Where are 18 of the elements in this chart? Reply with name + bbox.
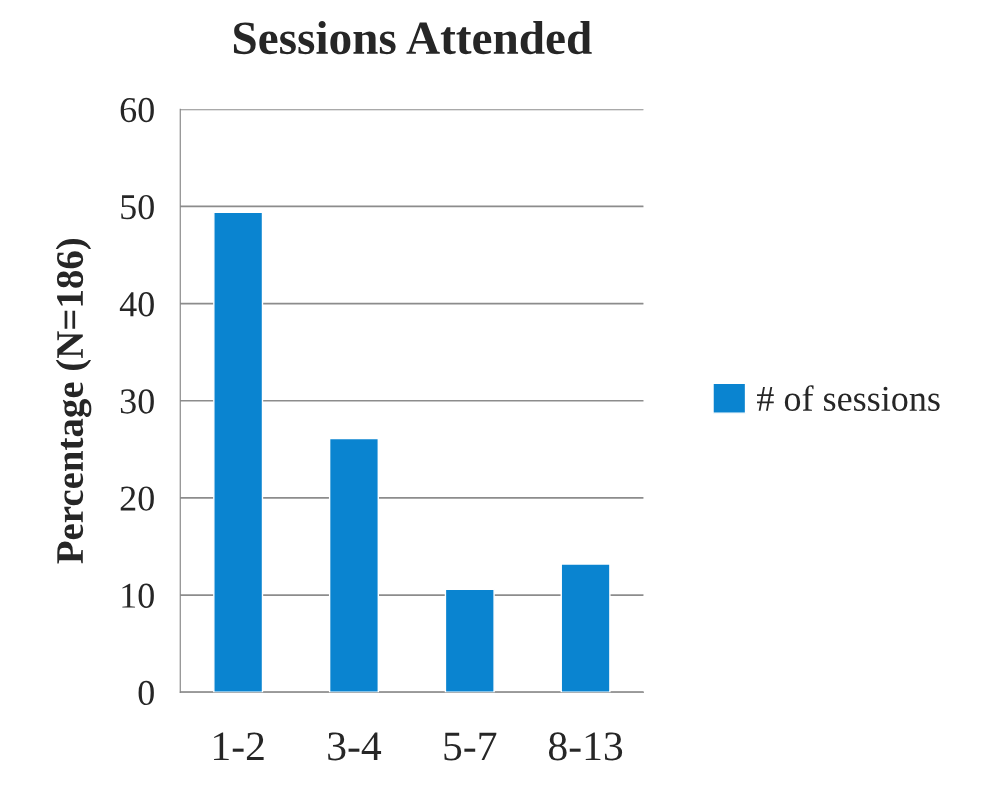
chart-title: Sessions Attended bbox=[233, 20, 592, 55]
y-axis-title: Percentage (N=186) bbox=[55, 238, 92, 564]
x-tick-label: 3-4 bbox=[328, 732, 382, 761]
y-tick-label: 40 bbox=[119, 292, 154, 317]
bar bbox=[213, 211, 264, 693]
bar bbox=[328, 437, 379, 693]
y-tick-label: 10 bbox=[122, 583, 154, 608]
bar bbox=[560, 563, 611, 693]
y-tick-label: 30 bbox=[120, 389, 154, 414]
x-tick-label: 5-7 bbox=[444, 732, 497, 761]
y-tick-label: 50 bbox=[121, 194, 154, 220]
x-tick-label: 1-2 bbox=[214, 732, 264, 761]
y-tick-label: 0 bbox=[138, 680, 154, 706]
x-tick-label: 8-13 bbox=[548, 732, 623, 761]
bar bbox=[444, 588, 495, 693]
y-tick-label: 60 bbox=[120, 97, 154, 123]
legend-label: # of sessions bbox=[757, 385, 940, 411]
y-tick-label: 20 bbox=[120, 486, 154, 511]
